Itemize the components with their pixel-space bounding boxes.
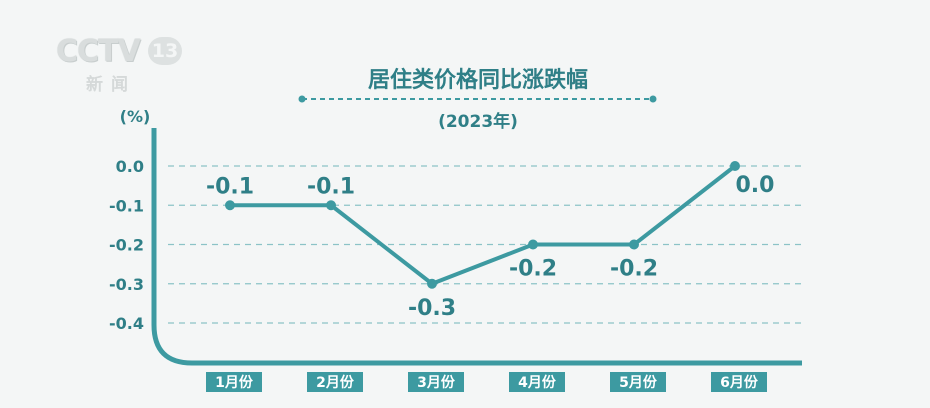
logo-channel-number: 13 <box>148 37 182 65</box>
data-label: -0.2 <box>610 257 658 282</box>
y-tick-label: -0.4 <box>109 314 144 333</box>
x-tick-label: 2月份 <box>316 374 355 391</box>
y-tick-label: -0.2 <box>109 236 144 255</box>
series-layer <box>225 161 740 289</box>
y-tick-label: -0.3 <box>109 275 144 294</box>
cctv-news-logo: CCTV 13 新闻 <box>56 34 186 95</box>
logo-brand: CCTV <box>56 34 141 69</box>
data-label: -0.1 <box>206 174 254 199</box>
category-box <box>711 372 767 392</box>
data-point <box>629 239 639 250</box>
axis-layer: (%) <box>120 107 802 366</box>
x-tick-label: 5月份 <box>619 374 658 391</box>
axis-corner <box>151 128 802 366</box>
data-label: 0.0 <box>736 173 775 198</box>
label-layer: -0.1 -0.1 -0.3 -0.2 -0.2 0.0 <box>206 173 775 321</box>
title-rule-left-dot <box>298 95 306 103</box>
grid-layer: 0.0 -0.1 -0.2 -0.3 -0.4 <box>109 157 804 333</box>
logo-channel-name: 新闻 <box>86 75 136 95</box>
category-box <box>610 372 666 392</box>
data-point <box>326 200 336 211</box>
data-point <box>730 161 740 171</box>
title-layer: 居住类价格同比涨跌幅 (2023年) <box>298 67 657 132</box>
data-point <box>528 239 538 250</box>
x-tick-label: 6月份 <box>720 374 759 391</box>
category-layer: 1月份 2月份 3月份 4月份 5月份 6月份 <box>206 372 767 392</box>
category-box <box>509 372 565 392</box>
category-box <box>408 372 464 392</box>
data-label: -0.2 <box>509 257 557 282</box>
category-box <box>307 372 363 392</box>
data-point <box>225 200 235 211</box>
y-tick-label: -0.1 <box>109 196 144 215</box>
x-tick-label: 4月份 <box>518 374 557 391</box>
data-line <box>228 164 737 286</box>
chart-subtitle: (2023年) <box>438 111 518 132</box>
data-label: -0.3 <box>408 296 456 321</box>
y-tick-label: 0.0 <box>116 157 144 176</box>
category-box <box>206 372 262 392</box>
x-tick-label: 3月份 <box>417 374 456 391</box>
y-axis-unit: (%) <box>120 107 151 126</box>
data-point <box>427 278 437 289</box>
chart-title: 居住类价格同比涨跌幅 <box>368 67 588 93</box>
data-label: -0.1 <box>307 174 355 199</box>
x-tick-label: 1月份 <box>215 374 254 391</box>
title-rule-right-dot <box>649 95 657 103</box>
